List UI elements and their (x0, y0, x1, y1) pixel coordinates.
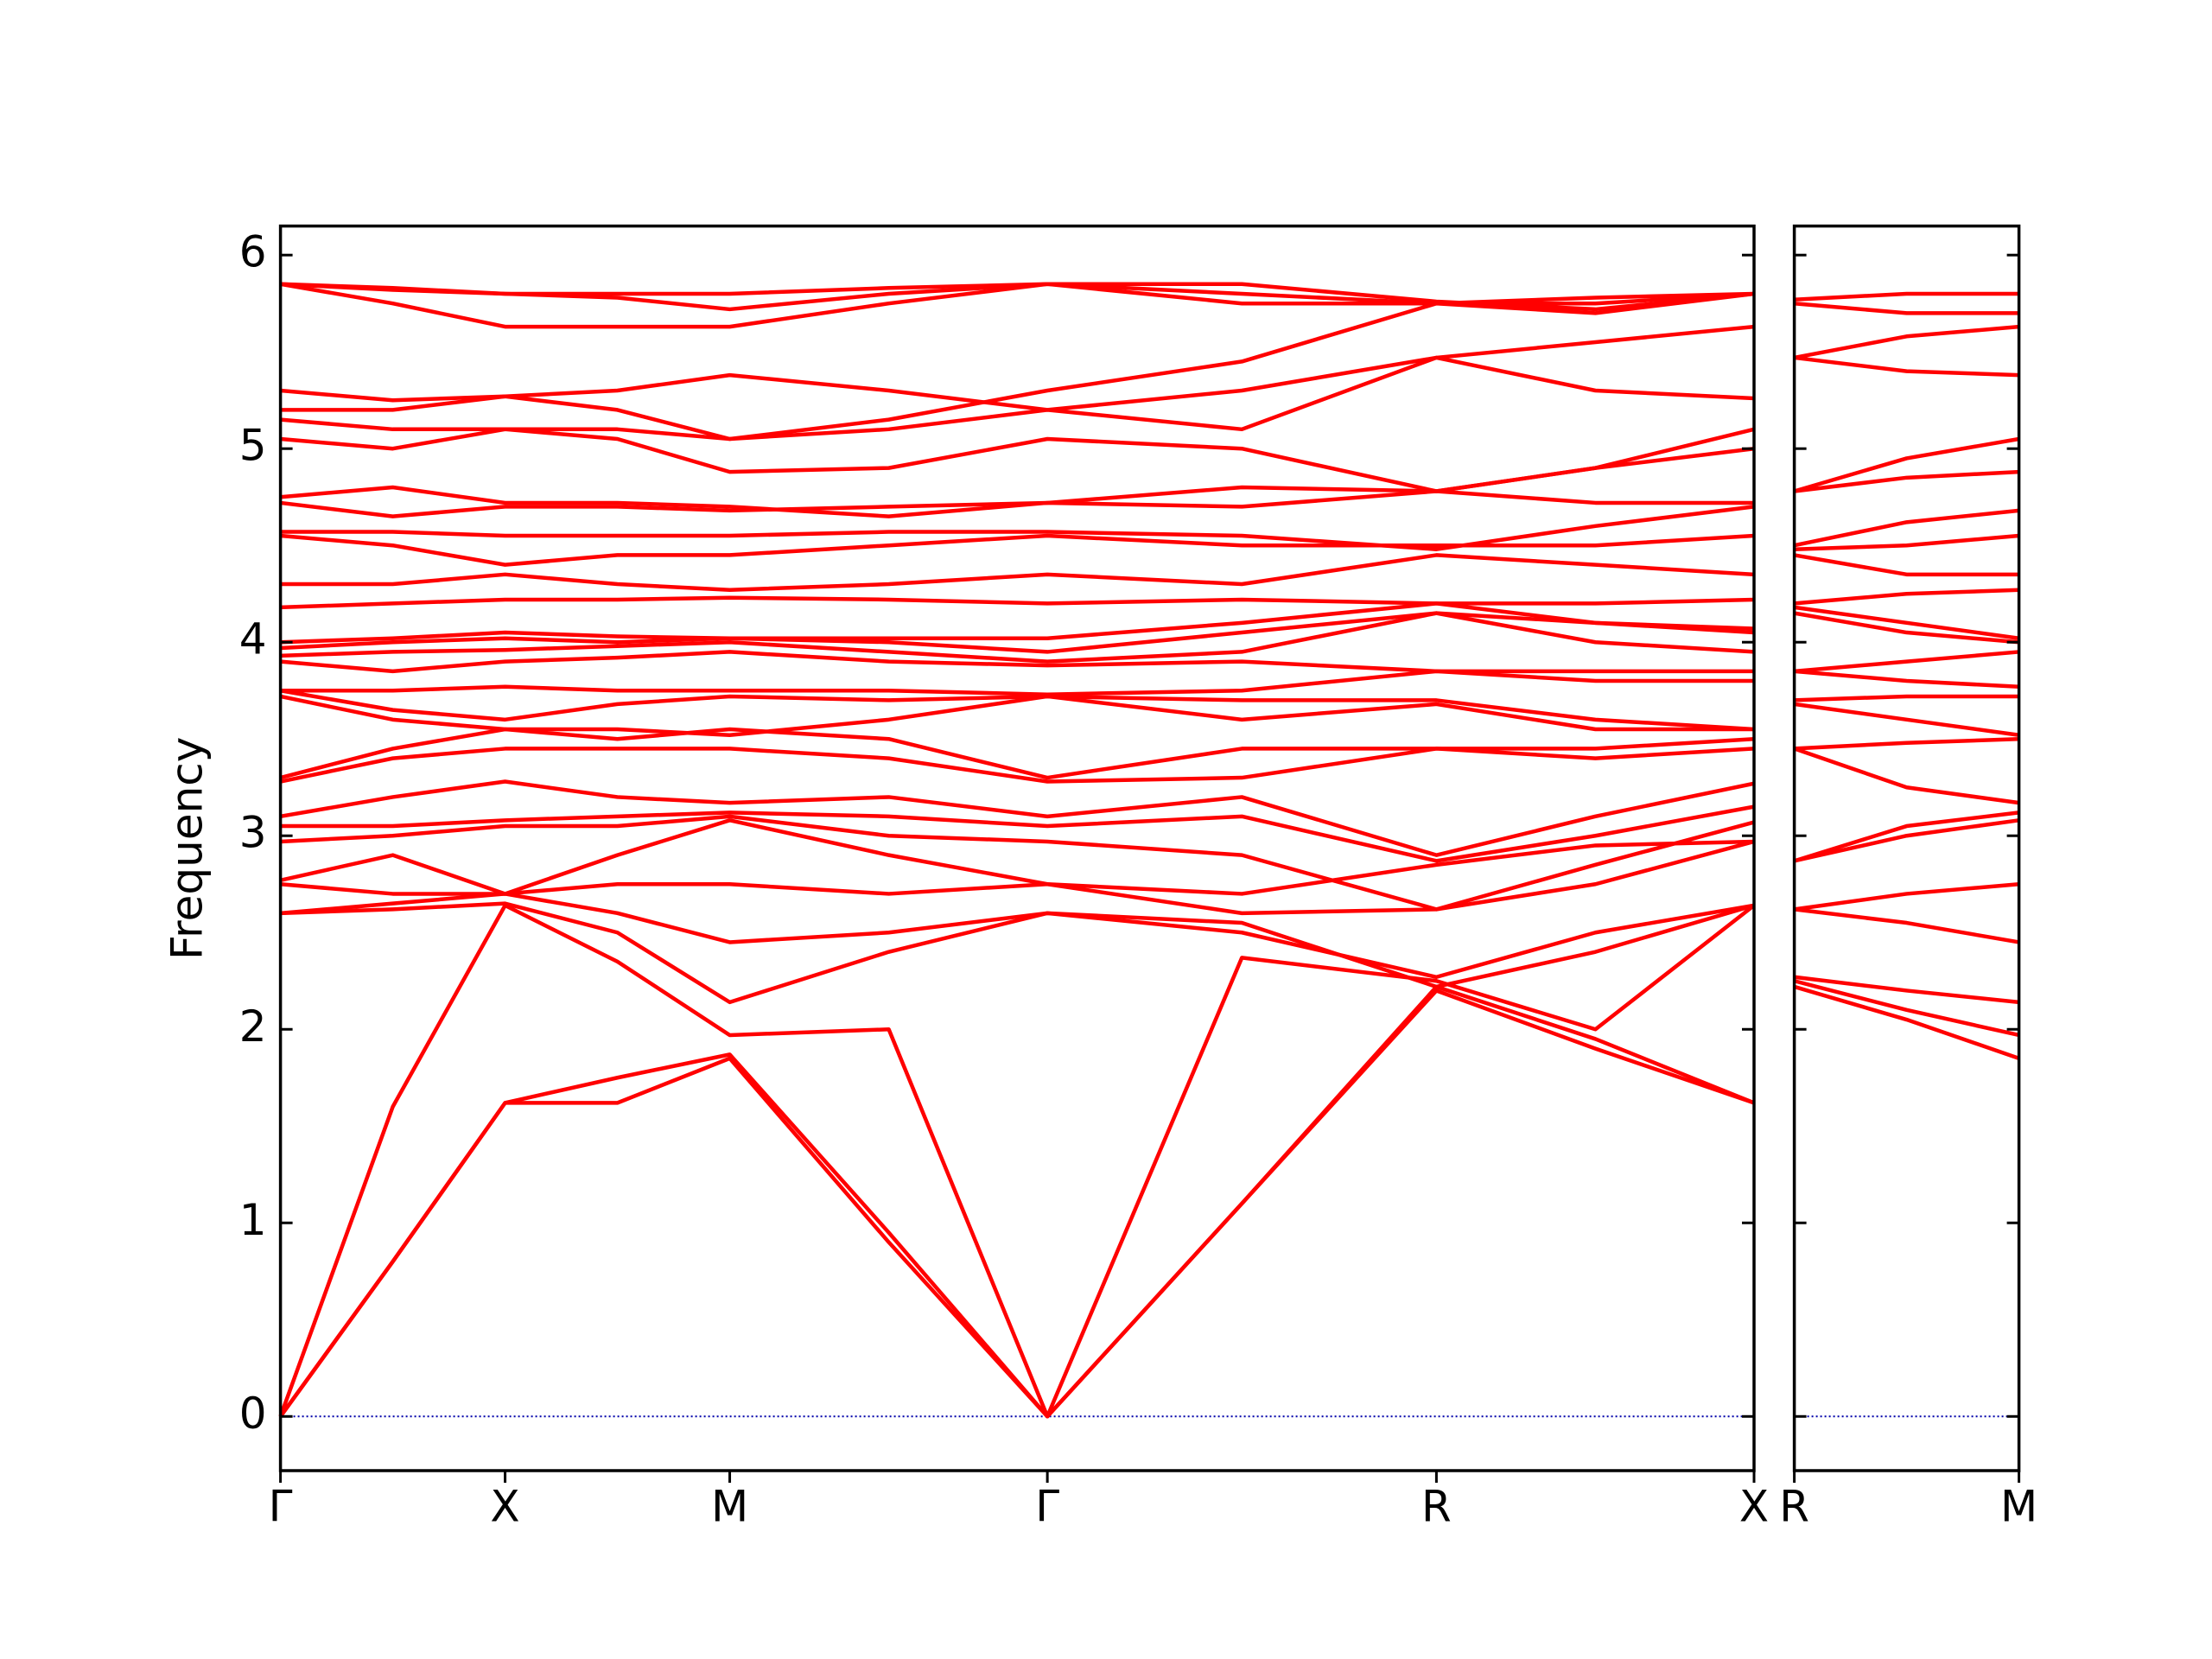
band-line (1794, 881, 2019, 912)
band-line (280, 818, 1755, 896)
band-line (1794, 611, 2019, 645)
band-line (1793, 984, 2020, 1060)
y-tick-label: 2 (239, 1001, 267, 1052)
band-line (280, 324, 1755, 412)
band-line (280, 611, 1755, 664)
x-tick-label: X (1739, 1482, 1769, 1532)
band-line (280, 747, 1755, 784)
band-line (1794, 907, 2019, 944)
plot-frame (278, 224, 1756, 1472)
band-line (1793, 747, 2019, 805)
x-tick-label: R (1779, 1482, 1809, 1532)
band-line (1794, 975, 2019, 1005)
band-line (280, 282, 1755, 312)
band-line (280, 669, 1754, 696)
band-line (280, 505, 1755, 551)
x-tick-label: M (2000, 1482, 2037, 1532)
band-line (1793, 810, 2019, 863)
y-tick-label: 0 (239, 1389, 267, 1439)
y-tick-label: 6 (239, 227, 267, 277)
y-tick-label: 5 (239, 421, 267, 471)
band-line (280, 779, 1755, 857)
band-line (1794, 324, 2019, 360)
plot-frame (1792, 224, 2021, 1472)
band-line (280, 611, 1755, 654)
band-line (280, 355, 1755, 442)
band-line (280, 650, 1754, 674)
band-line (1794, 650, 2019, 674)
band-line (280, 727, 1755, 780)
y-tick-label: 1 (239, 1195, 267, 1245)
band-line (280, 804, 1755, 863)
band-line (280, 427, 1755, 493)
x-tick-label: Γ (269, 1482, 293, 1532)
band-line (1794, 736, 2019, 751)
y-tick-label: 3 (239, 808, 267, 858)
band-line (280, 489, 1754, 518)
x-tick-label: M (711, 1482, 748, 1532)
band-line (1794, 533, 2019, 551)
band-line (280, 601, 1755, 645)
band-line (278, 984, 1755, 1419)
band-line (1794, 669, 2019, 689)
band-line (280, 694, 1754, 737)
band-line (1794, 553, 2019, 577)
band-line (1794, 301, 2019, 315)
band-line (278, 903, 1756, 1419)
band-line (1794, 818, 2019, 863)
band-line (280, 839, 1755, 916)
band-line (1794, 508, 2019, 548)
band-line (1794, 291, 2019, 302)
band-line (1794, 355, 2019, 378)
band-line (1794, 605, 2019, 640)
x-tick-label: R (1421, 1482, 1452, 1532)
band-line (280, 291, 1755, 442)
band-line (280, 892, 1755, 989)
band-line (280, 901, 1755, 1005)
x-tick-label: X (490, 1482, 519, 1532)
band-line (280, 595, 1755, 610)
band-line (1794, 979, 2020, 1038)
y-axis-label: Frequency (162, 737, 213, 960)
band-line (1794, 702, 2019, 737)
band-line (280, 533, 1755, 567)
x-tick-label: Γ (1035, 1482, 1059, 1532)
band-line (280, 689, 1755, 732)
band-line (280, 814, 1755, 912)
band-line (1794, 694, 2019, 702)
band-line (1794, 588, 2019, 606)
band-line (1793, 436, 2019, 493)
band-line (280, 553, 1755, 592)
y-tick-label: 4 (239, 614, 267, 664)
band-line (1794, 469, 2019, 493)
